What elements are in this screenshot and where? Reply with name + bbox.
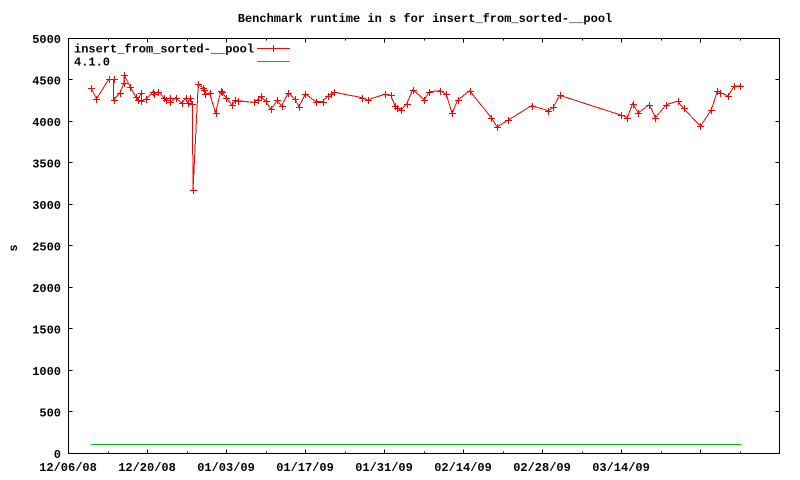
svg-text:01/31/09: 01/31/09	[355, 461, 413, 475]
svg-text:insert_from_sorted-__pool: insert_from_sorted-__pool	[74, 43, 254, 57]
svg-text:4000: 4000	[32, 116, 61, 130]
svg-text:1000: 1000	[32, 365, 61, 379]
svg-text:3000: 3000	[32, 199, 61, 213]
svg-text:5000: 5000	[32, 33, 61, 47]
svg-text:01/17/09: 01/17/09	[276, 461, 334, 475]
svg-text:0: 0	[54, 448, 61, 462]
svg-text:3500: 3500	[32, 158, 61, 172]
svg-text:2000: 2000	[32, 282, 61, 296]
svg-text:4500: 4500	[32, 75, 61, 89]
svg-text:1500: 1500	[32, 324, 61, 338]
svg-text:4.1.0: 4.1.0	[74, 55, 110, 69]
svg-text:12/20/08: 12/20/08	[118, 461, 176, 475]
svg-text:Benchmark runtime in s for ins: Benchmark runtime in s for insert_from_s…	[238, 12, 612, 26]
svg-text:03/14/09: 03/14/09	[592, 461, 650, 475]
svg-text:01/03/09: 01/03/09	[197, 461, 255, 475]
svg-text:s: s	[7, 244, 21, 251]
svg-text:02/14/09: 02/14/09	[434, 461, 492, 475]
svg-text:12/06/08: 12/06/08	[39, 461, 97, 475]
svg-text:500: 500	[39, 407, 61, 421]
svg-text:02/28/09: 02/28/09	[513, 461, 571, 475]
svg-text:2500: 2500	[32, 241, 61, 255]
